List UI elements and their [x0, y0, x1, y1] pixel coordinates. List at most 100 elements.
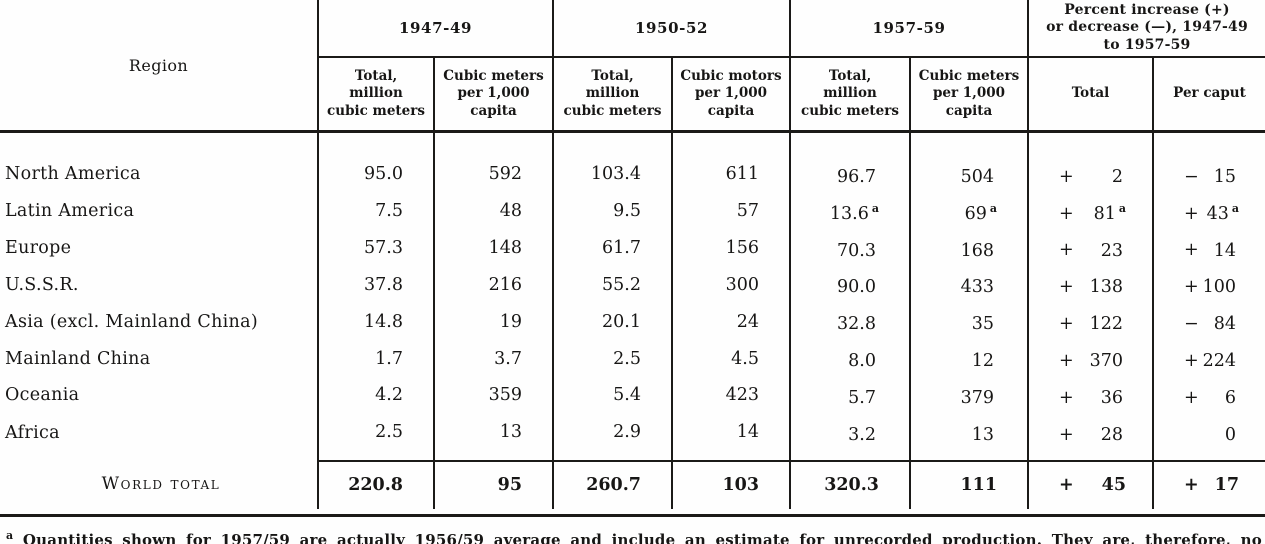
pct-total-cell: +81 a [1027, 192, 1153, 230]
value-cell: 70.3 [789, 229, 910, 267]
value-cell: 14 [671, 413, 790, 461]
value-cell: 13 [909, 413, 1028, 461]
column-group-1957-59: 1957-59 [789, 0, 1028, 58]
subheader-percent-total: Total [1027, 57, 1153, 133]
value-cell: 260.7 [552, 459, 672, 509]
column-group-1947-49: 1947-49 [317, 0, 553, 58]
value-cell: 423 [671, 376, 790, 414]
table-row: Asia (excl. Mainland China) 14.8 19 20.1… [0, 303, 1265, 341]
header-group-row: Region 1947-49 1950-52 1957-59 Percent i… [0, 0, 1265, 133]
subheader-total-1950-52: Total, million cubic meters [552, 57, 672, 133]
region-cell: Africa [0, 413, 319, 461]
value-cell: 37.8 [317, 266, 434, 304]
value-cell: 5.4 [552, 376, 672, 414]
value-cell: 14.8 [317, 303, 434, 341]
pct-caput-cell: +6 [1151, 376, 1265, 414]
subheader-percent-per-caput: Per caput [1151, 57, 1265, 133]
value-cell: 4.5 [671, 340, 790, 377]
value-cell: 95 [433, 459, 553, 509]
value-cell: 90.0 [789, 266, 910, 304]
value-cell: 96.7 [789, 131, 910, 193]
header-sub-row: Total, million cubic meters Cubic meters… [0, 57, 1265, 133]
value-cell: 300 [671, 266, 790, 304]
table-row: Oceania 4.2 359 5.4 423 5.7 379 +36 +6 [0, 376, 1265, 414]
value-cell: 504 [909, 131, 1028, 193]
value-cell: 111 [909, 459, 1028, 509]
value-cell: 95.0 [317, 131, 434, 193]
footnote-marker: a [6, 528, 14, 542]
table-row: Africa 2.5 13 2.9 14 3.2 13 +28 0 [0, 413, 1265, 461]
region-cell: Oceania [0, 376, 319, 414]
pct-caput-cell: −84 [1151, 303, 1265, 341]
data-table: Region 1947-49 1950-52 1957-59 Percent i… [0, 0, 1265, 509]
pct-caput-cell: +43 a [1151, 192, 1265, 230]
value-cell: 9.5 [552, 192, 672, 230]
value-cell: 433 [909, 266, 1028, 304]
value-cell: 5.7 [789, 376, 910, 414]
table-row: North America 95.0 592 103.4 611 96.7 50… [0, 131, 1265, 193]
pct-caput-cell: +224 [1151, 340, 1265, 377]
table-row: Latin America 7.5 48 9.5 57 13.6 a 69 a +8… [0, 192, 1265, 230]
value-cell: 156 [671, 229, 790, 267]
pct-total-cell: +36 [1027, 376, 1153, 414]
value-cell: 55.2 [552, 266, 672, 304]
value-cell: 12 [909, 340, 1028, 377]
pct-total-cell: +138 [1027, 266, 1153, 304]
value-cell: 35 [909, 303, 1028, 341]
value-cell: 48 [433, 192, 553, 230]
value-cell: 13.6 a [789, 192, 910, 230]
value-cell: 1.7 [317, 340, 434, 377]
region-cell: Asia (excl. Mainland China) [0, 303, 319, 341]
value-cell: 320.3 [789, 459, 910, 509]
subheader-total-1947-49: Total, million cubic meters [317, 57, 434, 133]
footnote-line-1: a Quantities shown for 1957/59 are actua… [6, 528, 1262, 544]
value-cell: 20.1 [552, 303, 672, 341]
value-cell: 379 [909, 376, 1028, 414]
subheader-total-1957-59: Total, million cubic meters [789, 57, 910, 133]
pct-total-cell: +122 [1027, 303, 1153, 341]
pct-caput-cell: +100 [1151, 266, 1265, 304]
value-cell: 13 [433, 413, 553, 461]
value-cell: 2.5 [317, 413, 434, 461]
pct-caput-cell: +14 [1151, 229, 1265, 267]
value-cell: 57.3 [317, 229, 434, 267]
column-group-1950-52: 1950-52 [552, 0, 790, 58]
value-cell: 103 [671, 459, 790, 509]
value-cell: 57 [671, 192, 790, 230]
pct-total-cell: +370 [1027, 340, 1153, 377]
pct-total-cell: +23 [1027, 229, 1153, 267]
table-row: Mainland China 1.7 3.7 2.5 4.5 8.0 12 +3… [0, 340, 1265, 377]
pct-caput-cell: −15 [1151, 131, 1265, 193]
table-row: U.S.S.R. 37.8 216 55.2 300 90.0 433 +138… [0, 266, 1265, 304]
value-cell: 168 [909, 229, 1028, 267]
value-cell: 148 [433, 229, 553, 267]
region-cell: World total [0, 460, 319, 509]
value-cell: 2.9 [552, 413, 672, 461]
value-cell: 3.7 [433, 340, 553, 377]
subheader-capita-1950-52: Cubic motors per 1,000 capita [671, 57, 790, 133]
value-cell: 24 [671, 303, 790, 341]
value-cell: 220.8 [317, 459, 434, 509]
column-group-percent-change: Percent increase (+) or decrease (—), 19… [1026, 0, 1265, 58]
horizontal-rule [0, 513, 1265, 517]
pct-caput-cell: +17 [1151, 459, 1265, 509]
value-cell: 592 [433, 131, 553, 193]
region-cell: Latin America [0, 192, 319, 230]
value-cell: 61.7 [552, 229, 672, 267]
region-cell: North America [0, 131, 319, 193]
pct-total-cell: +2 [1027, 131, 1153, 193]
pct-total-cell: +45 [1027, 459, 1153, 509]
value-cell: 4.2 [317, 376, 434, 414]
subheader-capita-1957-59: Cubic meters per 1,000 capita [909, 57, 1028, 133]
world-total-row: World total 220.8 95 260.7 103 320.3 111… [0, 459, 1265, 509]
value-cell: 69 a [909, 192, 1028, 230]
value-cell: 3.2 [789, 413, 910, 461]
value-cell: 103.4 [552, 131, 672, 193]
value-cell: 611 [671, 131, 790, 193]
value-cell: 2.5 [552, 340, 672, 377]
pct-caput-cell: 0 [1151, 413, 1265, 461]
value-cell: 19 [433, 303, 553, 341]
value-cell: 359 [433, 376, 553, 414]
value-cell: 216 [433, 266, 553, 304]
subheader-capita-1947-49: Cubic meters per 1,000 capita [433, 57, 553, 133]
